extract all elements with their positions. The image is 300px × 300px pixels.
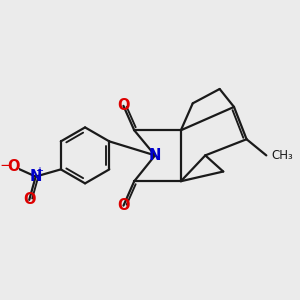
Text: CH₃: CH₃ — [272, 149, 293, 162]
Text: +: + — [35, 166, 43, 176]
Text: O: O — [117, 98, 130, 113]
Text: −: − — [0, 158, 12, 172]
Text: N: N — [29, 169, 42, 184]
Text: N: N — [149, 148, 161, 163]
Text: O: O — [7, 159, 20, 174]
Text: O: O — [117, 198, 130, 213]
Text: O: O — [23, 192, 35, 207]
